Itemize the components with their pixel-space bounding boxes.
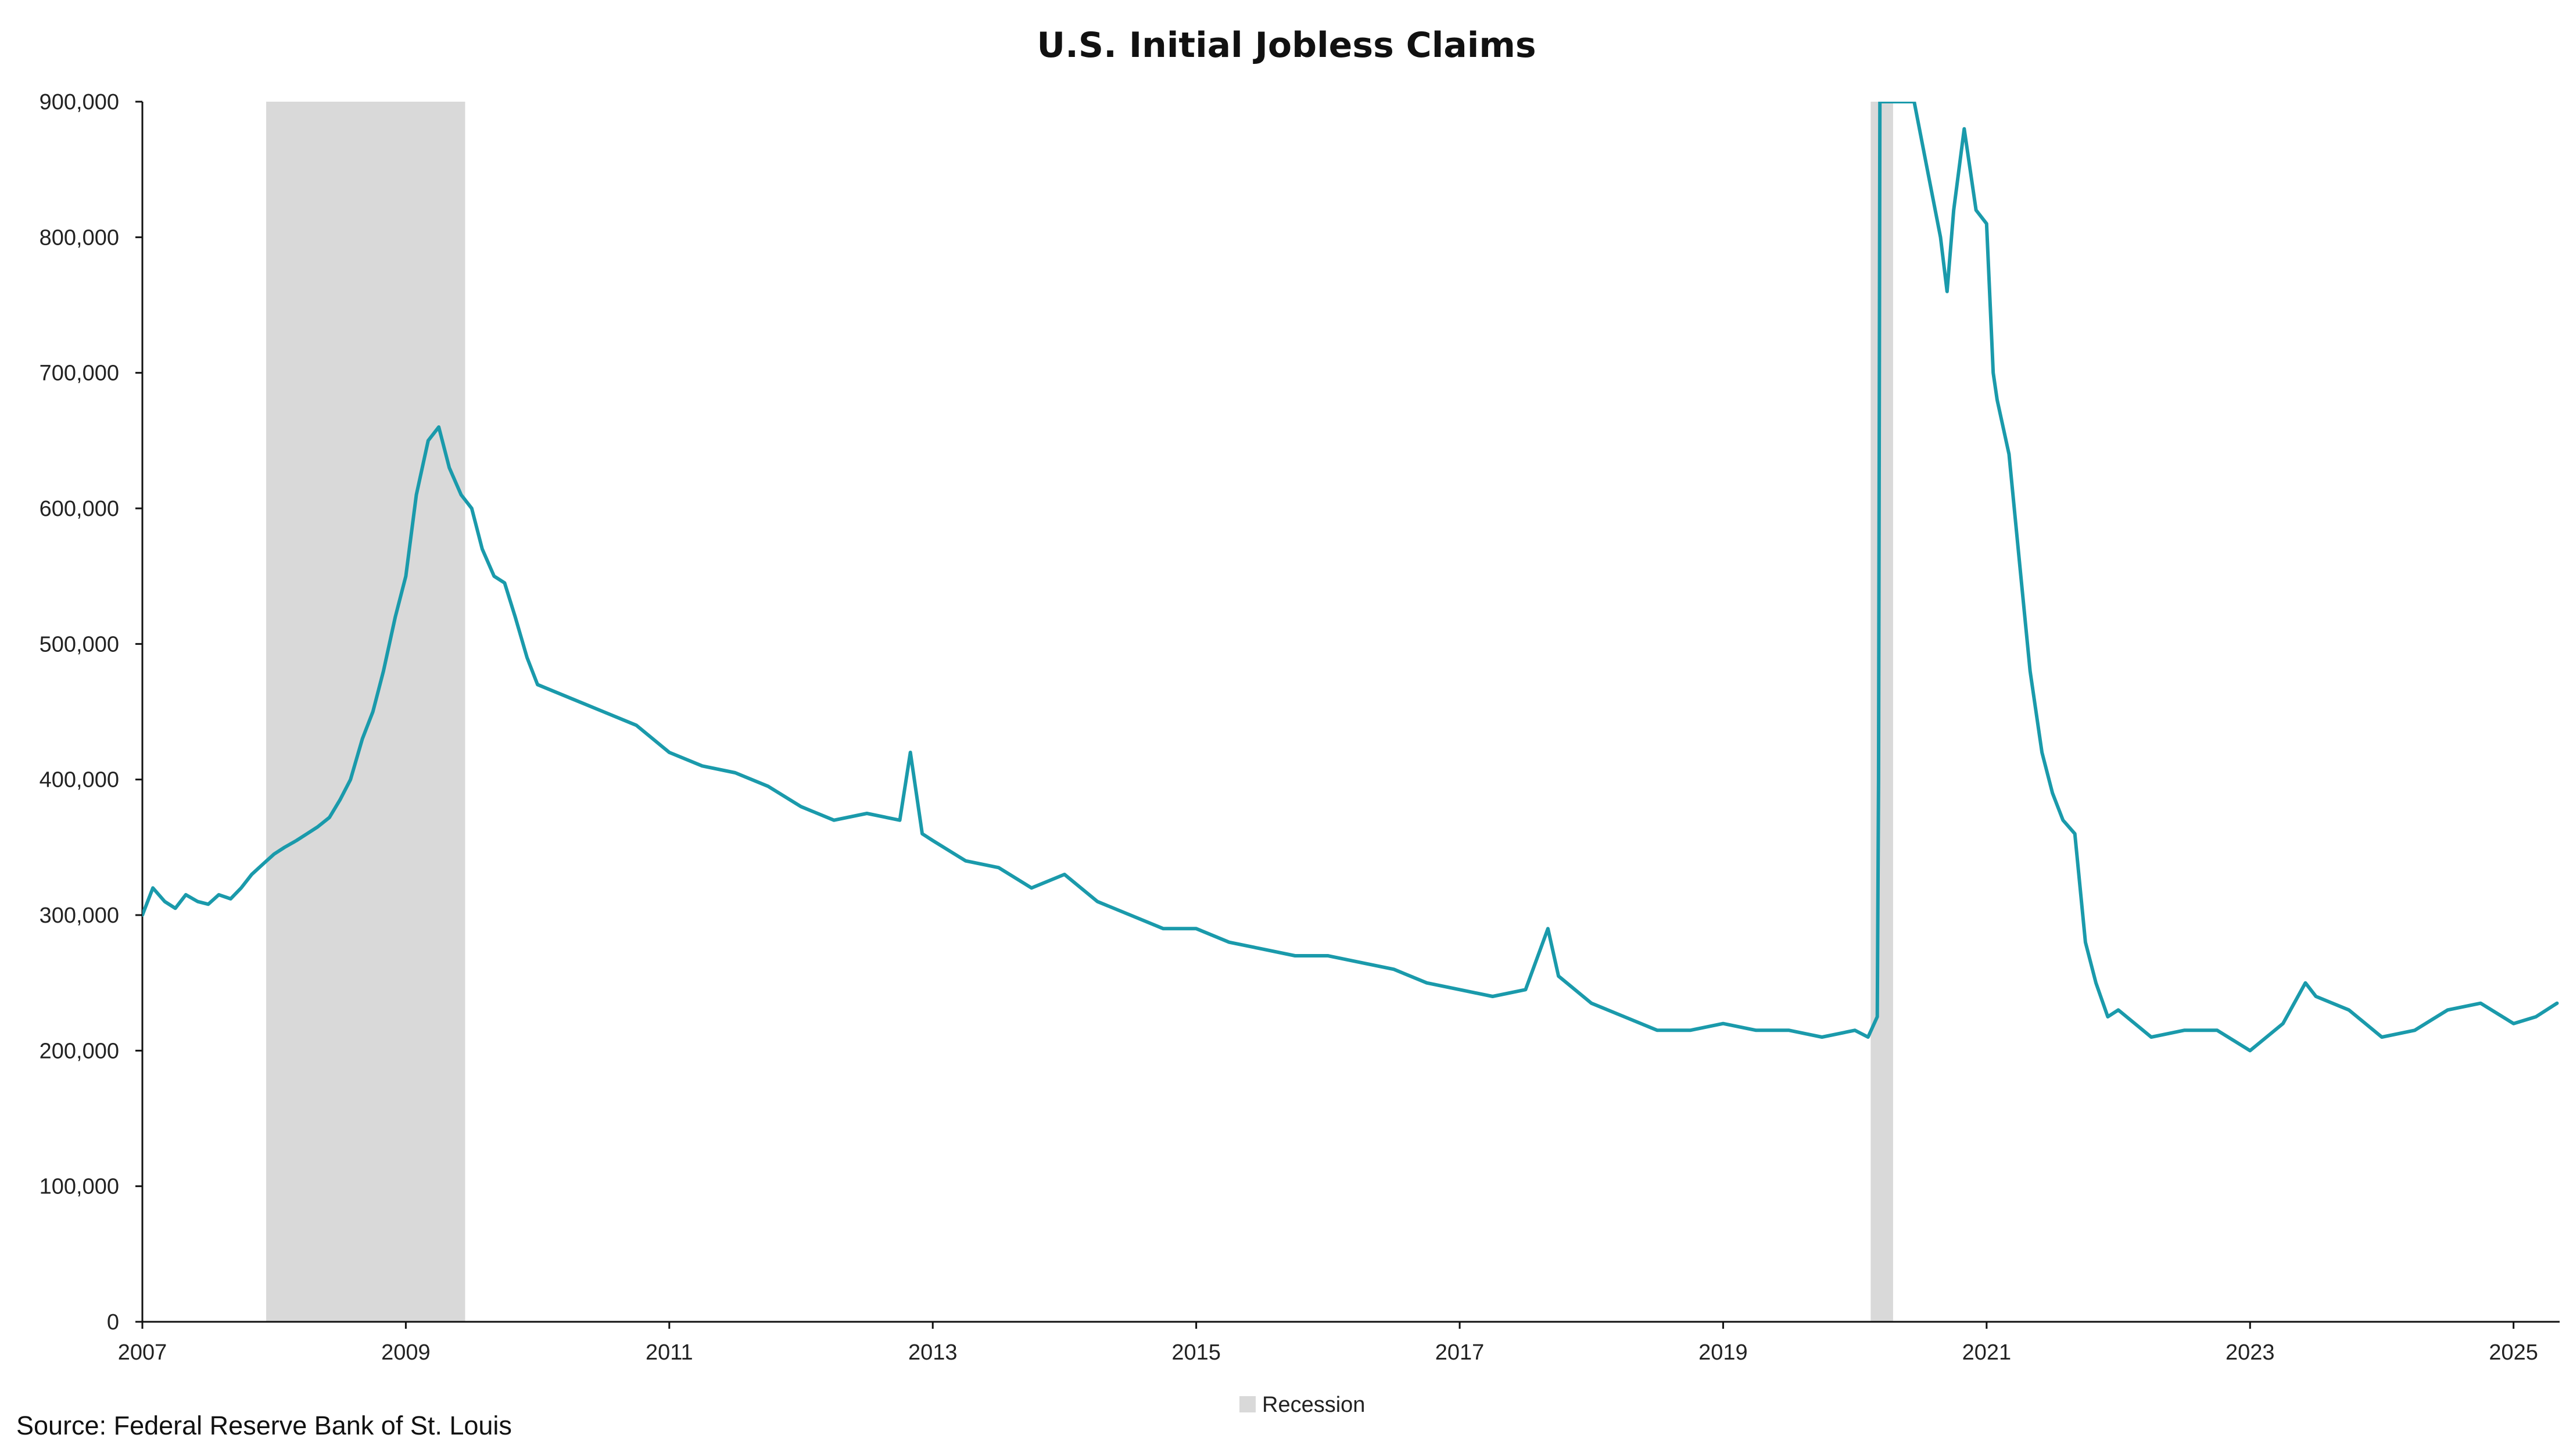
chart-title: U.S. Initial Jobless Claims [1037, 25, 1536, 66]
recession-band-2 [1870, 102, 1893, 1322]
x-tick-label: 2023 [2226, 1340, 2275, 1365]
y-tick-label: 800,000 [40, 225, 119, 250]
x-tick-label: 2009 [381, 1340, 431, 1365]
x-tick-label: 2019 [1698, 1340, 1748, 1365]
x-tick-label: 2015 [1171, 1340, 1221, 1365]
x-tick-label: 2017 [1435, 1340, 1485, 1365]
y-tick-label: 600,000 [40, 497, 119, 521]
y-tick-label: 200,000 [40, 1039, 119, 1063]
recession-bands [266, 102, 1893, 1322]
source-note: Source: Federal Reserve Bank of St. Loui… [16, 1411, 512, 1440]
recession-band-1 [266, 102, 465, 1322]
legend-label-recession: Recession [1262, 1393, 1365, 1417]
y-tick-label: 300,000 [40, 903, 119, 928]
legend: Recession [1239, 1393, 1365, 1417]
legend-swatch-recession [1239, 1396, 1256, 1412]
y-tick-label: 700,000 [40, 361, 119, 386]
axes: 0 100,000 200,000 300,000 400,000 500,000 600,… [40, 90, 2560, 1365]
x-tick-label: 2011 [646, 1340, 693, 1365]
y-tick-label: 900,000 [40, 90, 119, 114]
y-tick-label: 0 [107, 1310, 119, 1335]
x-tick-label: 2025 [2489, 1340, 2538, 1365]
x-tick-label: 2021 [1962, 1340, 2012, 1365]
x-tick-label: 2007 [118, 1340, 167, 1365]
series-layer [142, 102, 2559, 1053]
y-tick-label: 100,000 [40, 1175, 119, 1199]
x-tick-label: 2013 [908, 1340, 958, 1365]
series-line-1 [142, 102, 2559, 1053]
y-tick-label: 500,000 [40, 632, 119, 657]
y-tick-label: 400,000 [40, 768, 119, 792]
